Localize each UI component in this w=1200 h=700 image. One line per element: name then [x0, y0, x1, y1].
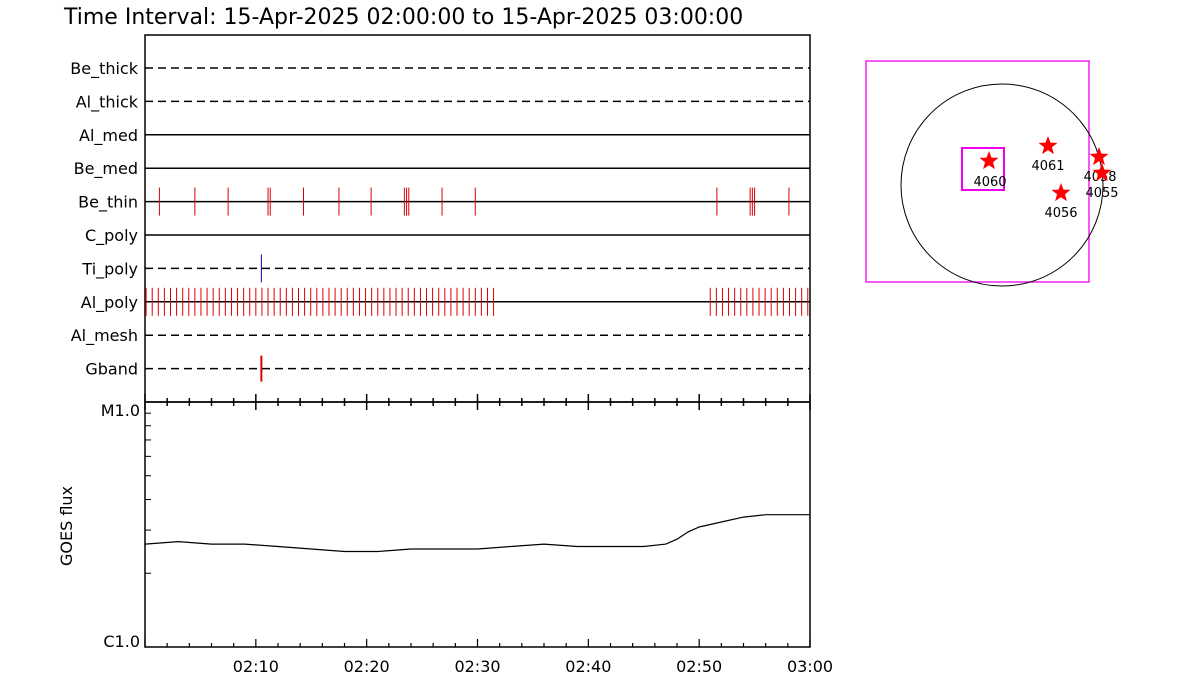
channel-label-be-thick: Be_thick [70, 59, 138, 79]
channel-label-al-thick: Al_thick [76, 92, 139, 112]
active-region-star-4060 [979, 151, 999, 170]
channel-label-ti-poly: Ti_poly [81, 259, 138, 279]
active-region-label-4055: 4055 [1085, 186, 1118, 201]
x-tick-label: 03:00 [787, 657, 833, 676]
goes-flux-panel: M1.0 C1.0 GOES flux 02:10 02:20 02:30 02:40… [57, 394, 833, 676]
target-box [961, 147, 1005, 191]
y-tick-label-bottom: C1.0 [103, 632, 140, 651]
channel-label-al-poly: Al_poly [81, 293, 138, 313]
solar-disk-map: 40604061405840554056 [865, 60, 1119, 287]
x-tick-label: 02:50 [676, 657, 722, 676]
active-region-star-4055 [1092, 163, 1112, 182]
x-tick-label: 02:40 [565, 657, 611, 676]
time-interval-title: Time Interval: 15-Apr-2025 02:00:00 to 1… [63, 5, 743, 30]
active-region-star-4061 [1038, 136, 1058, 155]
detector-timeline-panel: Be_thick Al_thick Al_med Be_med Be_thin C_pol… [70, 34, 811, 403]
x-tick-label: 02:10 [233, 657, 279, 676]
x-tick-label: 02:30 [454, 657, 500, 676]
x-tick-label: 02:20 [344, 657, 390, 676]
active-region-label-4061: 4061 [1031, 159, 1064, 174]
goes-flux-series [144, 514, 810, 553]
active-region-star-4058 [1089, 147, 1109, 166]
y-tick-label-top: M1.0 [101, 401, 140, 420]
channel-label-al-mesh: Al_mesh [71, 326, 138, 346]
channel-label-al-med: Al_med [79, 126, 138, 146]
active-region-star-4056 [1051, 183, 1071, 202]
timeline-frame [144, 34, 811, 403]
y-axis-label: GOES flux [57, 486, 76, 566]
channel-label-gband: Gband [85, 360, 138, 379]
active-region-label-4060: 4060 [973, 175, 1006, 190]
active-region-label-4056: 4056 [1044, 206, 1077, 221]
map-field-of-view [865, 60, 1090, 283]
channel-label-be-med: Be_med [74, 159, 138, 179]
channel-label-be-thin: Be_thin [78, 193, 138, 213]
solar-limb [900, 83, 1104, 287]
channel-label-c-poly: C_poly [85, 226, 138, 246]
